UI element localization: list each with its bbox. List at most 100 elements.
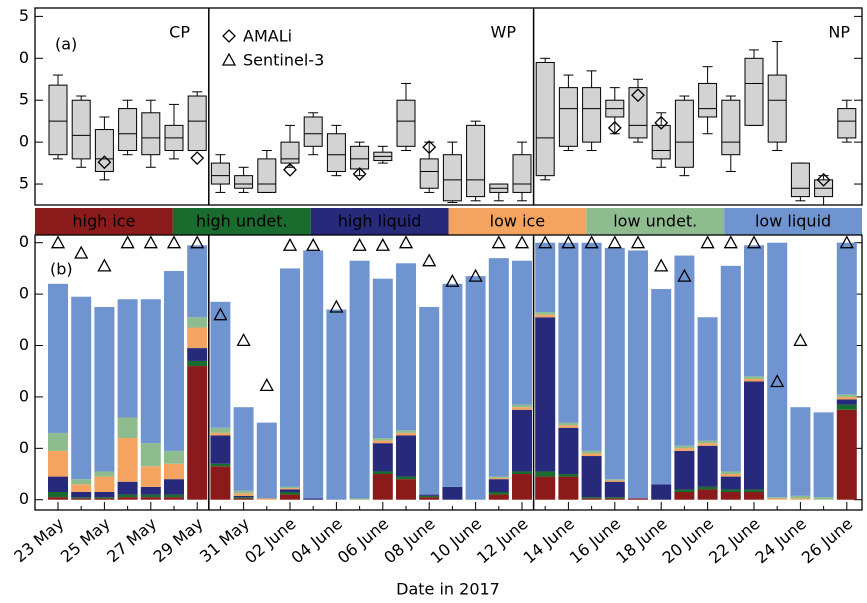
bar-segment xyxy=(442,486,463,500)
bar-segment xyxy=(720,474,741,477)
bar-segment xyxy=(140,466,161,487)
bar-segment xyxy=(256,422,277,499)
bar-segment xyxy=(813,497,834,500)
y-tick-label: 0 xyxy=(19,232,29,251)
bar-segment xyxy=(535,314,556,318)
bar-segment xyxy=(233,498,254,500)
box xyxy=(582,87,602,143)
legend-swatch xyxy=(586,208,725,235)
y-tick-label: 0 xyxy=(19,48,29,67)
amali-marker xyxy=(654,115,669,130)
box xyxy=(651,124,671,160)
box xyxy=(419,158,439,189)
amali-marker xyxy=(422,140,437,155)
bar-segment xyxy=(744,245,764,377)
y-tick-label: 0 xyxy=(19,335,29,354)
bar-segment xyxy=(396,430,416,433)
sentinel-marker xyxy=(190,235,205,249)
bar-segment xyxy=(767,242,788,498)
bar-segment xyxy=(767,498,788,500)
bar-segment xyxy=(697,317,718,441)
bar-segment xyxy=(164,463,184,480)
bar-segment xyxy=(210,301,231,428)
bar-segment xyxy=(558,242,579,423)
bar-segment xyxy=(396,432,416,436)
bar-segment xyxy=(790,498,811,500)
sentinel-marker xyxy=(422,253,437,267)
bar-segment xyxy=(558,476,579,500)
legend-label: low liquid xyxy=(755,212,831,231)
sentinel-marker xyxy=(282,237,298,251)
sentinel-marker xyxy=(677,268,692,282)
box xyxy=(187,95,207,152)
box xyxy=(71,99,91,160)
bar-segment xyxy=(488,479,509,493)
bar-segment xyxy=(233,495,254,498)
sentinel-marker xyxy=(700,235,715,249)
bar-segment xyxy=(117,494,138,498)
bar-segment xyxy=(674,255,695,446)
bar-segment xyxy=(372,443,393,472)
legend-swatch xyxy=(724,208,862,235)
bar-segment xyxy=(512,260,532,405)
region-label: WP xyxy=(491,23,517,42)
bar-segment xyxy=(488,258,509,477)
bar-segment xyxy=(720,265,741,472)
sentinel-marker xyxy=(514,235,530,249)
bar-segment xyxy=(744,378,764,382)
box xyxy=(48,84,68,156)
bar-segment xyxy=(836,404,857,410)
bar-segment xyxy=(280,486,300,489)
sentinel-marker xyxy=(630,235,646,249)
sentinel-marker xyxy=(746,235,762,249)
bar-segment xyxy=(581,497,602,499)
bar-segment xyxy=(581,242,602,451)
bar-segment xyxy=(349,260,370,499)
bar-segment xyxy=(651,288,672,485)
legend-label: Sentinel-3 xyxy=(243,51,324,70)
bar-segment xyxy=(187,348,208,361)
bar-segment xyxy=(488,492,509,495)
bar-segment xyxy=(512,404,532,408)
bar-segment xyxy=(674,445,695,449)
sentinel-marker xyxy=(723,235,738,249)
bar-segment xyxy=(744,489,764,493)
legend-triangle xyxy=(221,52,237,66)
bar-segment xyxy=(535,476,556,500)
box xyxy=(512,154,532,193)
bar-segment xyxy=(303,498,324,500)
amali-marker xyxy=(816,172,831,187)
bar-segment xyxy=(512,474,532,500)
bar-segment xyxy=(419,497,440,500)
sentinel-marker xyxy=(445,273,460,287)
sentinel-marker xyxy=(491,235,506,249)
bar-segment xyxy=(71,498,92,500)
bar-segment xyxy=(349,498,370,500)
legend-label: AMALi xyxy=(243,27,292,46)
bar-segment xyxy=(720,489,741,493)
sentinel-marker xyxy=(375,237,390,251)
box xyxy=(118,108,138,152)
legend-label: low undet. xyxy=(613,212,697,231)
bar-segment xyxy=(535,471,556,477)
bar-segment xyxy=(581,450,602,454)
bar-segment xyxy=(140,443,161,467)
bar-segment xyxy=(210,463,231,467)
box xyxy=(466,124,486,198)
bar-segment xyxy=(628,498,648,500)
x-axis-label: Date in 2017 xyxy=(396,580,500,599)
bar-segment xyxy=(94,476,115,493)
bar-segment xyxy=(48,450,68,477)
bar-segment xyxy=(558,427,579,475)
bar-segment xyxy=(767,497,788,499)
sentinel-marker xyxy=(329,299,344,313)
bar-segment xyxy=(581,456,602,498)
bar-segment xyxy=(465,276,486,500)
bar-segment xyxy=(372,438,393,441)
sentinel-marker xyxy=(306,237,321,251)
sentinel-marker xyxy=(166,235,182,249)
bar-segment xyxy=(117,438,138,482)
y-tick-label: 5 xyxy=(19,6,29,25)
sentinel-marker xyxy=(584,235,599,249)
bar-segment xyxy=(372,278,393,439)
